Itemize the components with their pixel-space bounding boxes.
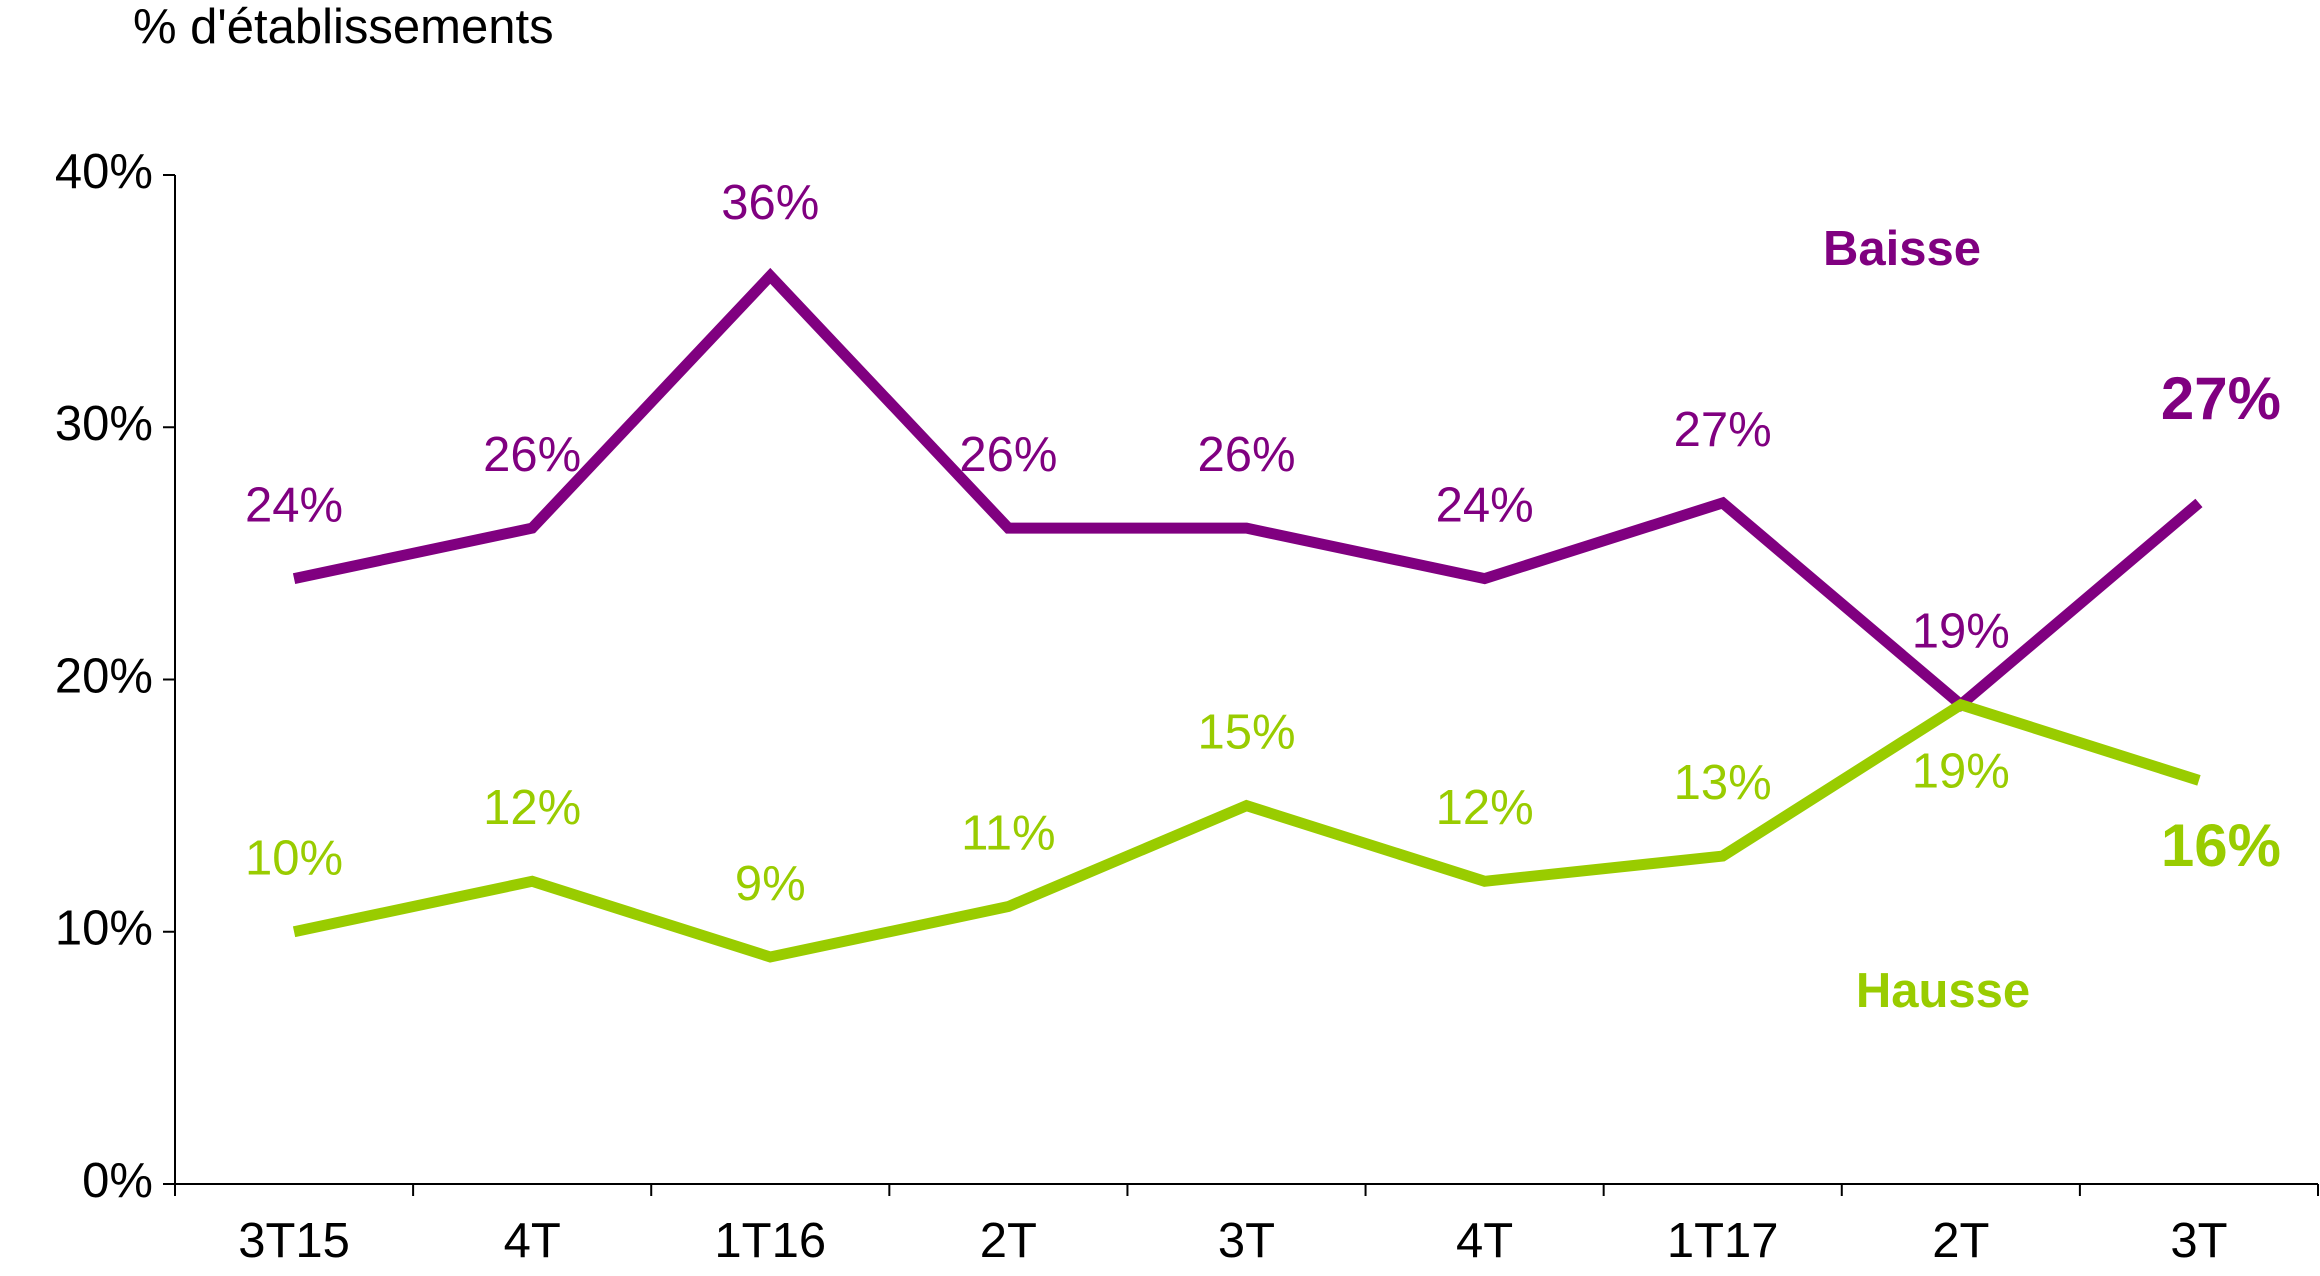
data-label: 26% <box>483 428 581 482</box>
line-series <box>292 698 2201 963</box>
x-tick-label: 3T <box>2170 1214 2227 1268</box>
data-label: 9% <box>735 857 806 911</box>
data-label: 19% <box>1912 605 2010 659</box>
data-label: 11% <box>961 806 1055 860</box>
data-label: 10% <box>245 832 343 886</box>
y-tick-label: 40% <box>55 145 153 199</box>
x-tick-label: 1T16 <box>714 1214 826 1268</box>
data-label: 19% <box>1912 745 2010 799</box>
data-label: 13% <box>1674 756 1772 810</box>
data-label: 16% <box>2161 812 2281 879</box>
data-label: 27% <box>2161 365 2281 432</box>
y-tick-label: 10% <box>55 902 153 956</box>
x-tick-label: 3T <box>1218 1214 1275 1268</box>
data-label: 24% <box>1436 479 1534 533</box>
series-label: Baisse <box>1823 222 1981 276</box>
data-label: 12% <box>1436 781 1534 835</box>
data-label: 12% <box>483 781 581 835</box>
x-tick-label: 4T <box>1456 1214 1513 1268</box>
x-tick-label: 1T17 <box>1667 1214 1779 1268</box>
y-tick-label: 0% <box>82 1154 153 1208</box>
line-series <box>292 267 2203 712</box>
data-label: 24% <box>245 479 343 533</box>
data-label: 15% <box>1197 706 1295 760</box>
y-tick-label: 20% <box>55 649 153 703</box>
x-tick-label: 3T15 <box>238 1214 350 1268</box>
x-tick-label: 2T <box>980 1214 1037 1268</box>
data-label: 36% <box>721 176 819 230</box>
x-tick-label: 4T <box>504 1214 561 1268</box>
data-label: 26% <box>1197 428 1295 482</box>
y-tick-label: 30% <box>55 397 153 451</box>
series-label: Hausse <box>1856 964 2030 1018</box>
data-label: 27% <box>1674 403 1772 457</box>
data-label: 26% <box>959 428 1057 482</box>
x-tick-label: 2T <box>1932 1214 1989 1268</box>
y-axis-label: % d'établissements <box>133 0 554 54</box>
